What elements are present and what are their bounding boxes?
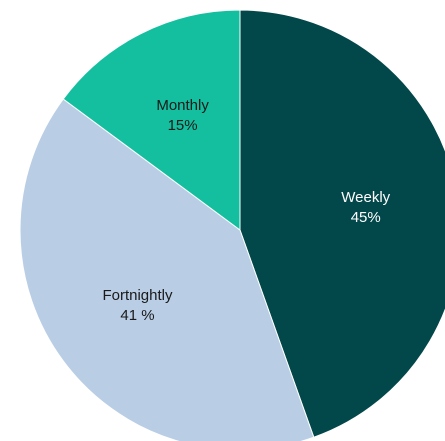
slice-value-label: 45% [351,209,381,226]
pie-slice [19,98,315,441]
slice-label: Monthly [156,97,209,114]
pie-slice [239,9,445,438]
slice-value-label: 41 % [120,307,154,324]
slice-label: Fortnightly [102,287,173,304]
pie-slice [62,9,241,231]
slice-value-label: 15% [168,117,198,134]
slice-label: Weekly [341,189,390,206]
